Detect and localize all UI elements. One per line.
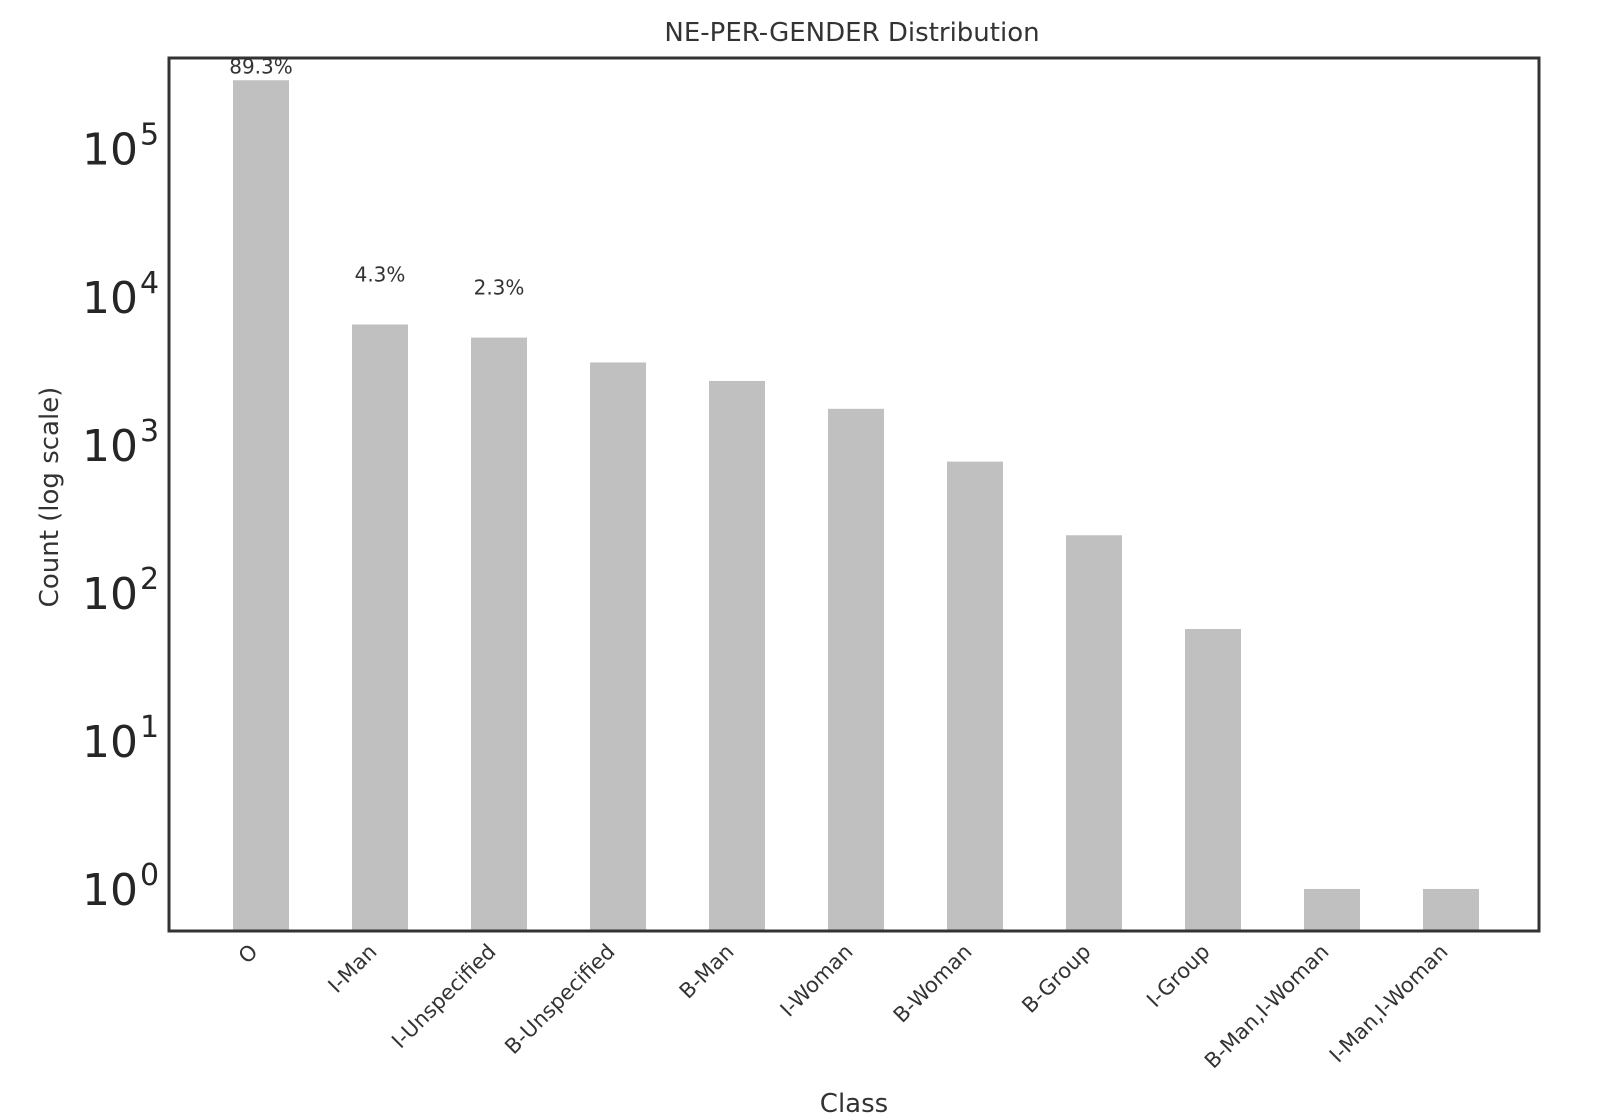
y-tick-label: 102 bbox=[82, 562, 159, 620]
bar-b-woman bbox=[947, 461, 1003, 930]
x-tick-label: B-Man bbox=[675, 940, 739, 1004]
x-tick-label: O bbox=[234, 940, 263, 969]
bar-b-unspecified bbox=[590, 362, 646, 930]
bar-i-man-i-woman bbox=[1423, 888, 1479, 930]
y-tick-label: 104 bbox=[82, 266, 159, 324]
x-tick-label: I-Woman bbox=[776, 940, 858, 1022]
bar-i-unspecified bbox=[471, 337, 527, 930]
plot-frame bbox=[167, 56, 1541, 933]
x-tick-label: I-Group bbox=[1142, 940, 1214, 1012]
x-tick-label: I-Man,I-Woman bbox=[1325, 940, 1453, 1068]
bar-i-woman bbox=[828, 408, 884, 930]
bar-b-man bbox=[709, 380, 765, 930]
y-axis-ticks: 100 101 102 103 104 105 bbox=[82, 118, 159, 916]
y-tick-label: 105 bbox=[82, 118, 159, 176]
x-tick-label: I-Man bbox=[323, 940, 381, 998]
x-tick-label: B-Group bbox=[1017, 940, 1095, 1018]
y-tick-label: 101 bbox=[82, 710, 159, 768]
bar-b-group bbox=[1066, 535, 1122, 930]
bar-o bbox=[233, 80, 289, 930]
x-axis-label: Class bbox=[820, 1089, 888, 1118]
chart-title: NE-PER-GENDER Distribution bbox=[664, 18, 1039, 48]
bar-percent-label: 4.3% bbox=[355, 262, 406, 286]
y-tick-label: 103 bbox=[82, 414, 159, 472]
x-axis-ticks: O I-Man I-Unspecified B-Unspecified B-Man I-W… bbox=[234, 940, 1453, 1074]
bar-b-man-i-woman bbox=[1304, 888, 1360, 930]
bar-i-man bbox=[352, 324, 408, 930]
y-axis-label: Count (log scale) bbox=[35, 387, 65, 608]
x-tick-label: B-Unspecified bbox=[500, 940, 619, 1059]
x-tick-label: B-Man,I-Woman bbox=[1200, 940, 1334, 1074]
y-tick-label: 100 bbox=[82, 858, 159, 916]
bars-layer bbox=[233, 80, 1479, 930]
bar-percent-label: 2.3% bbox=[474, 276, 525, 300]
x-tick-label: I-Unspecified bbox=[387, 940, 500, 1053]
x-tick-label: B-Woman bbox=[889, 940, 977, 1028]
bar-i-group bbox=[1185, 629, 1241, 930]
